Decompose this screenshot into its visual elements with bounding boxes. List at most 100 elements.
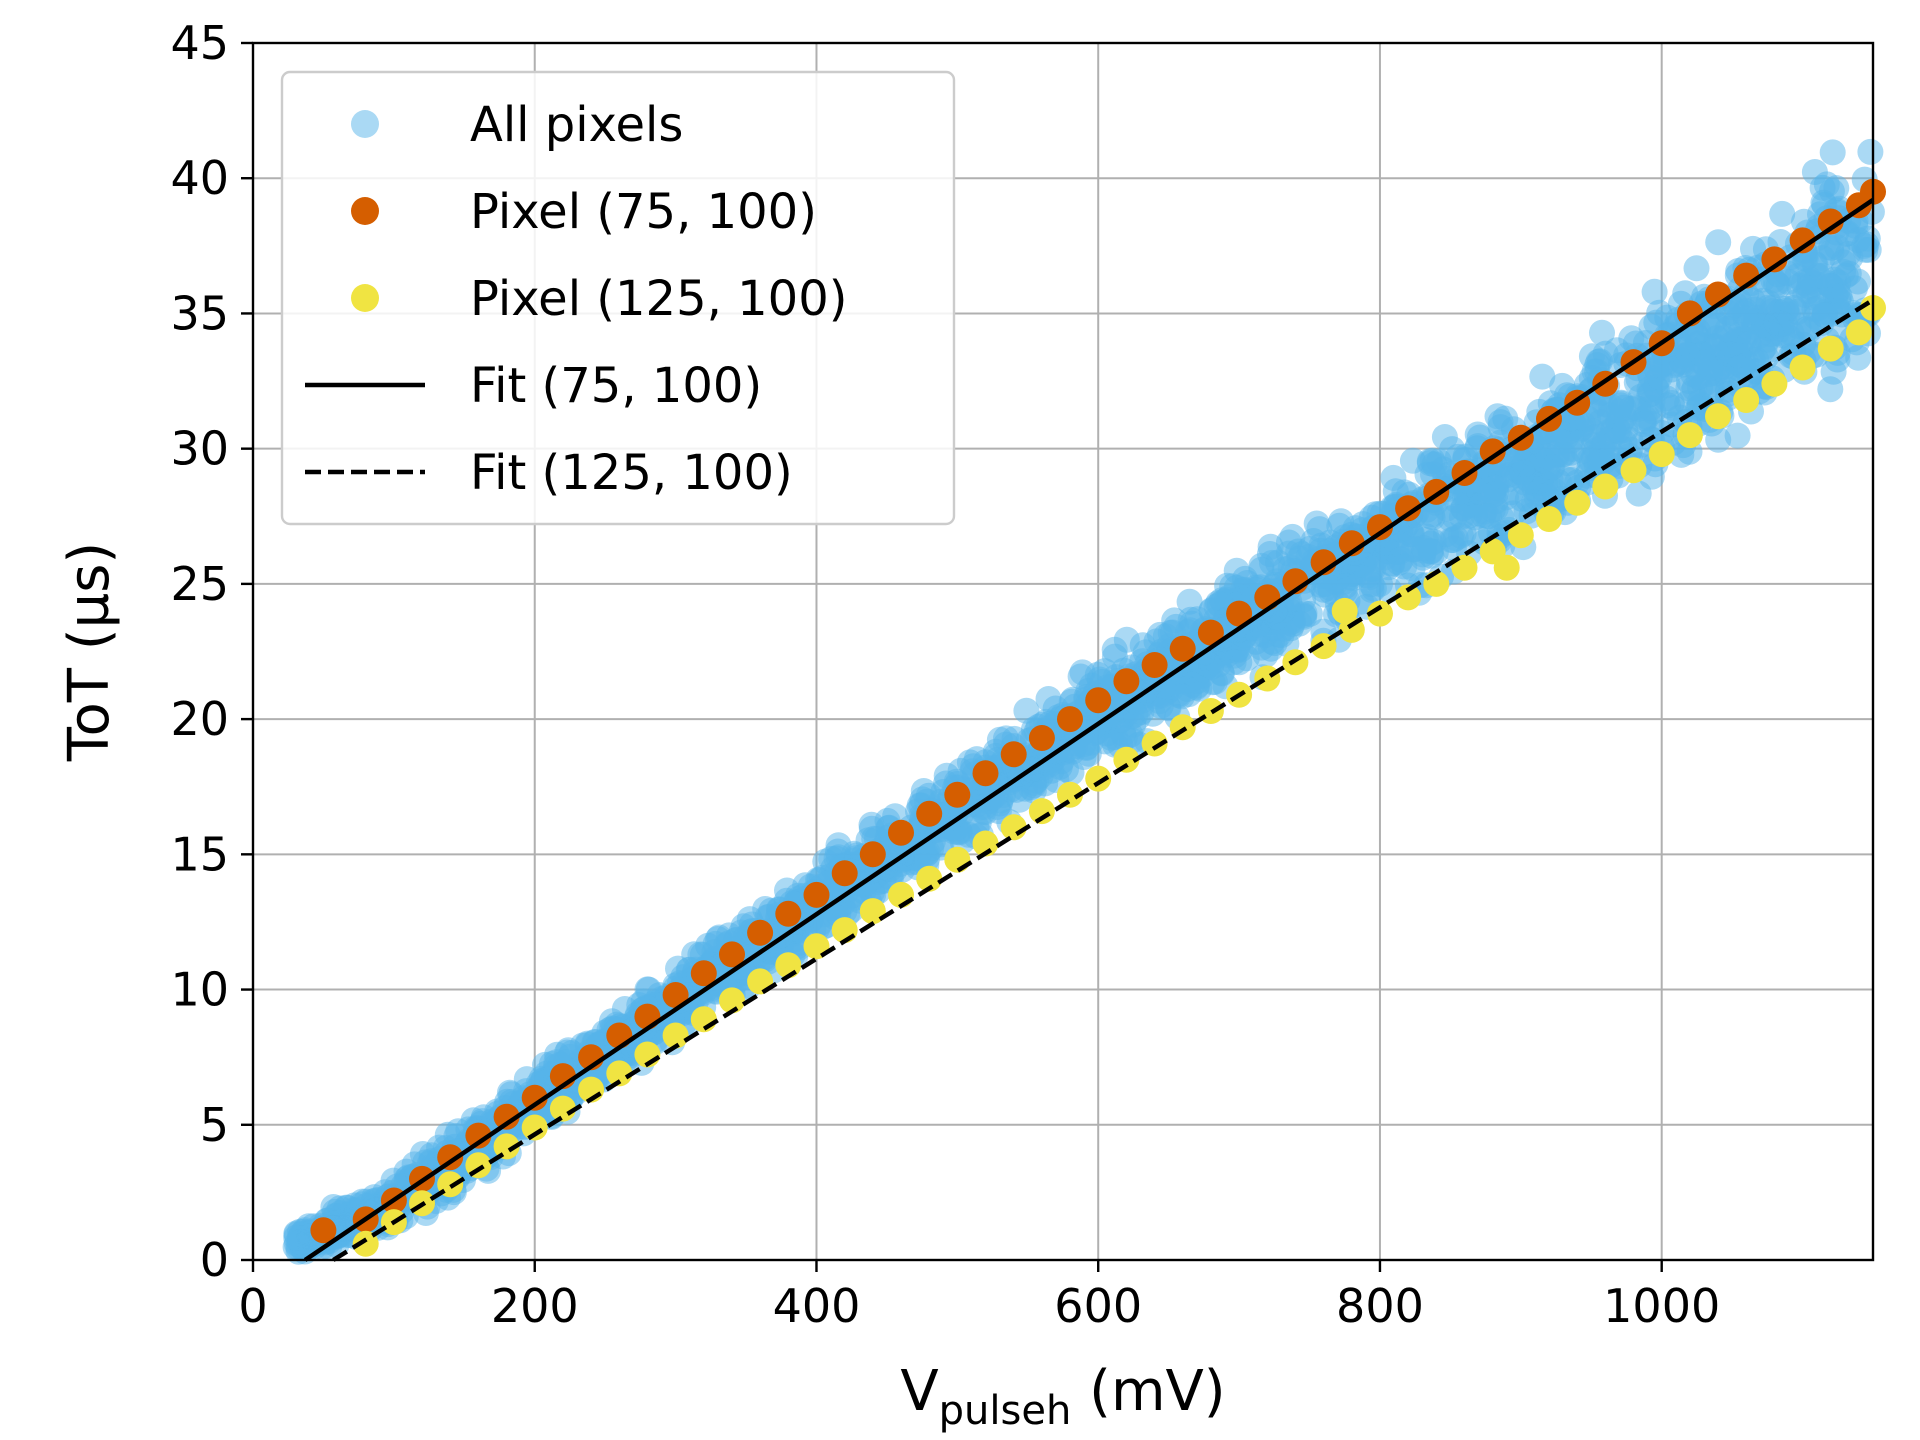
legend-marker-pixel-125-100 — [351, 284, 379, 312]
all-pixels-point — [1466, 478, 1493, 505]
pixel-125-100-point — [662, 1022, 689, 1049]
legend-marker-pixel-75-100 — [351, 197, 379, 225]
pixel-125-100-point — [916, 865, 943, 892]
all-pixels-point — [1529, 447, 1556, 474]
all-pixels-point — [1646, 364, 1673, 391]
pixel-125-100-point — [1367, 600, 1393, 627]
pixel-75-100-point — [606, 1022, 633, 1049]
all-pixels-point — [1242, 628, 1269, 655]
all-pixels-point — [1778, 320, 1805, 346]
pixel-75-100-point — [1367, 514, 1393, 541]
all-pixels-point — [1576, 447, 1603, 474]
pixel-75-100-point — [831, 860, 858, 887]
all-pixels-point — [1668, 347, 1695, 374]
x-axis-label-unit: (mV) — [1071, 1359, 1225, 1424]
pixel-125-100-point — [521, 1114, 548, 1141]
all-pixels-point — [283, 1224, 310, 1251]
y-tick-label: 35 — [170, 286, 229, 340]
pixel-75-100-point — [775, 900, 802, 927]
all-pixels-point — [1122, 701, 1149, 728]
pixel-75-100-point — [719, 941, 745, 968]
pixel-75-100-point — [1761, 246, 1788, 273]
all-pixels-point — [1683, 255, 1710, 282]
all-pixels-point — [1857, 138, 1884, 165]
pixel-125-100-point — [1592, 473, 1619, 500]
pixel-125-100-point — [1705, 403, 1731, 430]
pixel-75-100-point — [1789, 227, 1816, 254]
pixel-125-100-point — [1564, 489, 1591, 516]
all-pixels-point — [1529, 363, 1556, 390]
legend-label-fit-75-100: Fit (75, 100) — [470, 358, 762, 414]
legend-frame — [280, 70, 956, 526]
pixel-75-100-point — [1057, 706, 1083, 733]
all-pixels-point — [858, 811, 885, 838]
pixel-125-100-point — [1676, 422, 1703, 449]
pixel-75-100-point — [916, 800, 943, 827]
pixel-125-100-point — [1141, 730, 1168, 757]
pixel-75-100-point — [1254, 584, 1281, 611]
pixel-125-100-point — [972, 830, 999, 857]
pixel-125-100-point — [465, 1152, 492, 1179]
pixel-125-100-point — [1395, 584, 1422, 611]
all-pixels-point — [1597, 402, 1623, 429]
pixel-75-100-point — [1395, 495, 1422, 522]
x-tick-label: 600 — [1054, 1279, 1142, 1333]
all-pixels-point — [1705, 229, 1732, 256]
all-pixels-point — [1387, 546, 1414, 573]
all-pixels-point — [1817, 376, 1844, 403]
all-pixels-point — [1740, 235, 1766, 262]
y-axis-label: ToT (µs) — [57, 542, 122, 762]
all-pixels-point — [1421, 451, 1448, 478]
y-tick-label: 25 — [170, 557, 229, 611]
y-tick-label: 20 — [170, 692, 229, 746]
all-pixels-point — [1163, 613, 1190, 640]
legend-label-pixel-75-100: Pixel (75, 100) — [470, 184, 817, 240]
pixel-75-100-point — [1817, 208, 1844, 235]
y-tick-label: 30 — [170, 422, 229, 476]
all-pixels-point — [1819, 139, 1846, 166]
all-pixels-point — [1500, 500, 1527, 527]
all-pixels-point — [1809, 262, 1836, 289]
pixel-75-100-point — [859, 841, 886, 868]
pixel-75-100-point — [1141, 652, 1168, 678]
pixel-75-100-point — [690, 960, 717, 987]
all-pixels-point — [1303, 510, 1330, 537]
y-tick-label: 10 — [170, 963, 229, 1017]
pixel-125-100-point — [1817, 335, 1844, 362]
pixel-125-100-point — [1845, 319, 1872, 346]
pixel-75-100-point — [972, 760, 999, 787]
all-pixels-point — [1845, 268, 1871, 295]
pixel-125-100-point — [1648, 441, 1675, 468]
pixel-125-100-point — [1057, 781, 1083, 808]
pixel-125-100-point — [1028, 798, 1055, 825]
pixel-125-100-point — [352, 1230, 379, 1257]
all-pixels-point — [1811, 302, 1838, 329]
legend-label-fit-125-100: Fit (125, 100) — [470, 445, 793, 501]
y-tick-label: 0 — [200, 1233, 229, 1287]
pixel-125-100-point — [1789, 354, 1816, 381]
all-pixels-point — [1256, 541, 1283, 567]
all-pixels-point — [1186, 675, 1213, 702]
fit-lines — [303, 197, 1875, 1262]
pixel-125-100-point — [690, 1006, 717, 1033]
all-pixels-point — [1580, 424, 1607, 451]
all-pixels-point — [1058, 759, 1085, 786]
pixel-75-100-point — [1479, 438, 1506, 465]
plot-frame — [251, 41, 1875, 1262]
x-tick-label: 0 — [238, 1279, 267, 1333]
all-pixels-point — [1474, 503, 1501, 530]
all-pixels-point — [1150, 672, 1177, 699]
pixel-125-100-point — [1761, 370, 1788, 397]
all-pixels-point — [1851, 232, 1878, 259]
pixel-75-100-point — [1000, 741, 1027, 768]
pixel-75-100-point — [493, 1103, 520, 1130]
pixel-75-100-point — [1226, 600, 1253, 627]
pixel-125-100-point — [1620, 457, 1647, 484]
pixel-125-100-point — [606, 1060, 633, 1087]
pixel-75-100-point — [1085, 687, 1112, 714]
fit-125-100-line — [332, 298, 1875, 1262]
x-axis-label: Vpulseh (mV) — [900, 1359, 1225, 1434]
pixel-125-100-point — [719, 987, 745, 1014]
pixel-75-100-point — [310, 1217, 337, 1244]
